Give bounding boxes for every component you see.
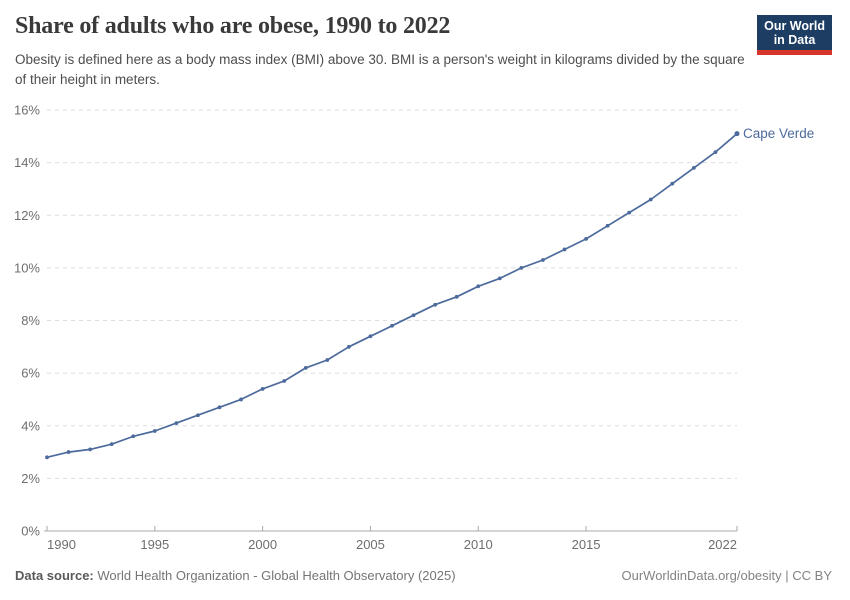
- data-point: [45, 455, 49, 460]
- data-point: [346, 344, 351, 349]
- data-point: [670, 181, 675, 186]
- data-point: [648, 197, 653, 202]
- y-axis-tick-label: 8%: [21, 313, 40, 328]
- data-point: [239, 397, 243, 402]
- chart-subtitle: Obesity is defined here as a body mass i…: [15, 52, 745, 87]
- x-axis-tick-label: 2015: [572, 537, 601, 552]
- data-point: [109, 442, 114, 447]
- page-title: Share of adults who are obese, 1990 to 2…: [15, 13, 451, 39]
- data-source-label: Data source:: [15, 568, 94, 583]
- data-source: Data source: World Health Organization -…: [15, 568, 456, 583]
- data-point: [476, 284, 481, 289]
- credit-link[interactable]: OurWorldinData.org/obesity | CC BY: [621, 568, 833, 583]
- data-point: [519, 265, 524, 270]
- data-point: [605, 223, 610, 228]
- x-axis-tick-label: 2010: [464, 537, 493, 552]
- data-point: [217, 405, 222, 410]
- x-axis-tick-label: 1990: [47, 537, 76, 552]
- owid-logo-line1: Our World: [764, 19, 825, 33]
- data-point: [196, 413, 200, 418]
- data-point: [691, 165, 696, 170]
- data-point: [433, 302, 438, 307]
- data-point: [541, 258, 545, 262]
- data-point: [303, 365, 308, 370]
- data-point: [88, 447, 93, 452]
- y-axis-tick-label: 2%: [21, 471, 40, 486]
- data-point: [734, 131, 740, 137]
- data-point: [454, 294, 459, 299]
- data-point: [131, 434, 136, 439]
- series-line: [46, 133, 738, 459]
- owid-logo: Our World in Data: [757, 15, 832, 55]
- data-point: [627, 210, 632, 215]
- data-point: [325, 358, 330, 362]
- data-point: [411, 313, 416, 318]
- y-axis-tick-label: 12%: [14, 208, 40, 223]
- x-axis-tick-label: 2000: [248, 537, 277, 552]
- data-point: [713, 150, 718, 155]
- data-point: [497, 276, 502, 281]
- y-axis-tick-label: 10%: [14, 260, 40, 275]
- data-point: [66, 450, 71, 454]
- owid-logo-line2: in Data: [773, 33, 816, 47]
- data-point: [390, 323, 394, 328]
- chart-footer: Data source: World Health Organization -…: [15, 568, 832, 583]
- x-axis-tick-label: 2005: [356, 537, 385, 552]
- y-axis-tick-label: 6%: [21, 366, 40, 381]
- y-axis-tick-label: 0%: [21, 524, 40, 539]
- y-axis-tick-label: 14%: [14, 155, 40, 170]
- data-point: [562, 247, 567, 252]
- data-point: [152, 429, 157, 433]
- data-point: [174, 421, 179, 426]
- data-point: [282, 379, 287, 383]
- y-axis-tick-label: 4%: [21, 418, 40, 433]
- x-axis-tick-label: 2022: [708, 537, 737, 552]
- x-axis-tick-label: 1995: [140, 537, 169, 552]
- y-axis-tick-label: 16%: [14, 103, 40, 118]
- data-source-text: World Health Organization - Global Healt…: [97, 568, 456, 583]
- entity-label[interactable]: Cape Verde: [743, 126, 814, 141]
- data-point: [260, 387, 265, 391]
- data-point: [584, 237, 588, 241]
- data-point: [368, 334, 373, 339]
